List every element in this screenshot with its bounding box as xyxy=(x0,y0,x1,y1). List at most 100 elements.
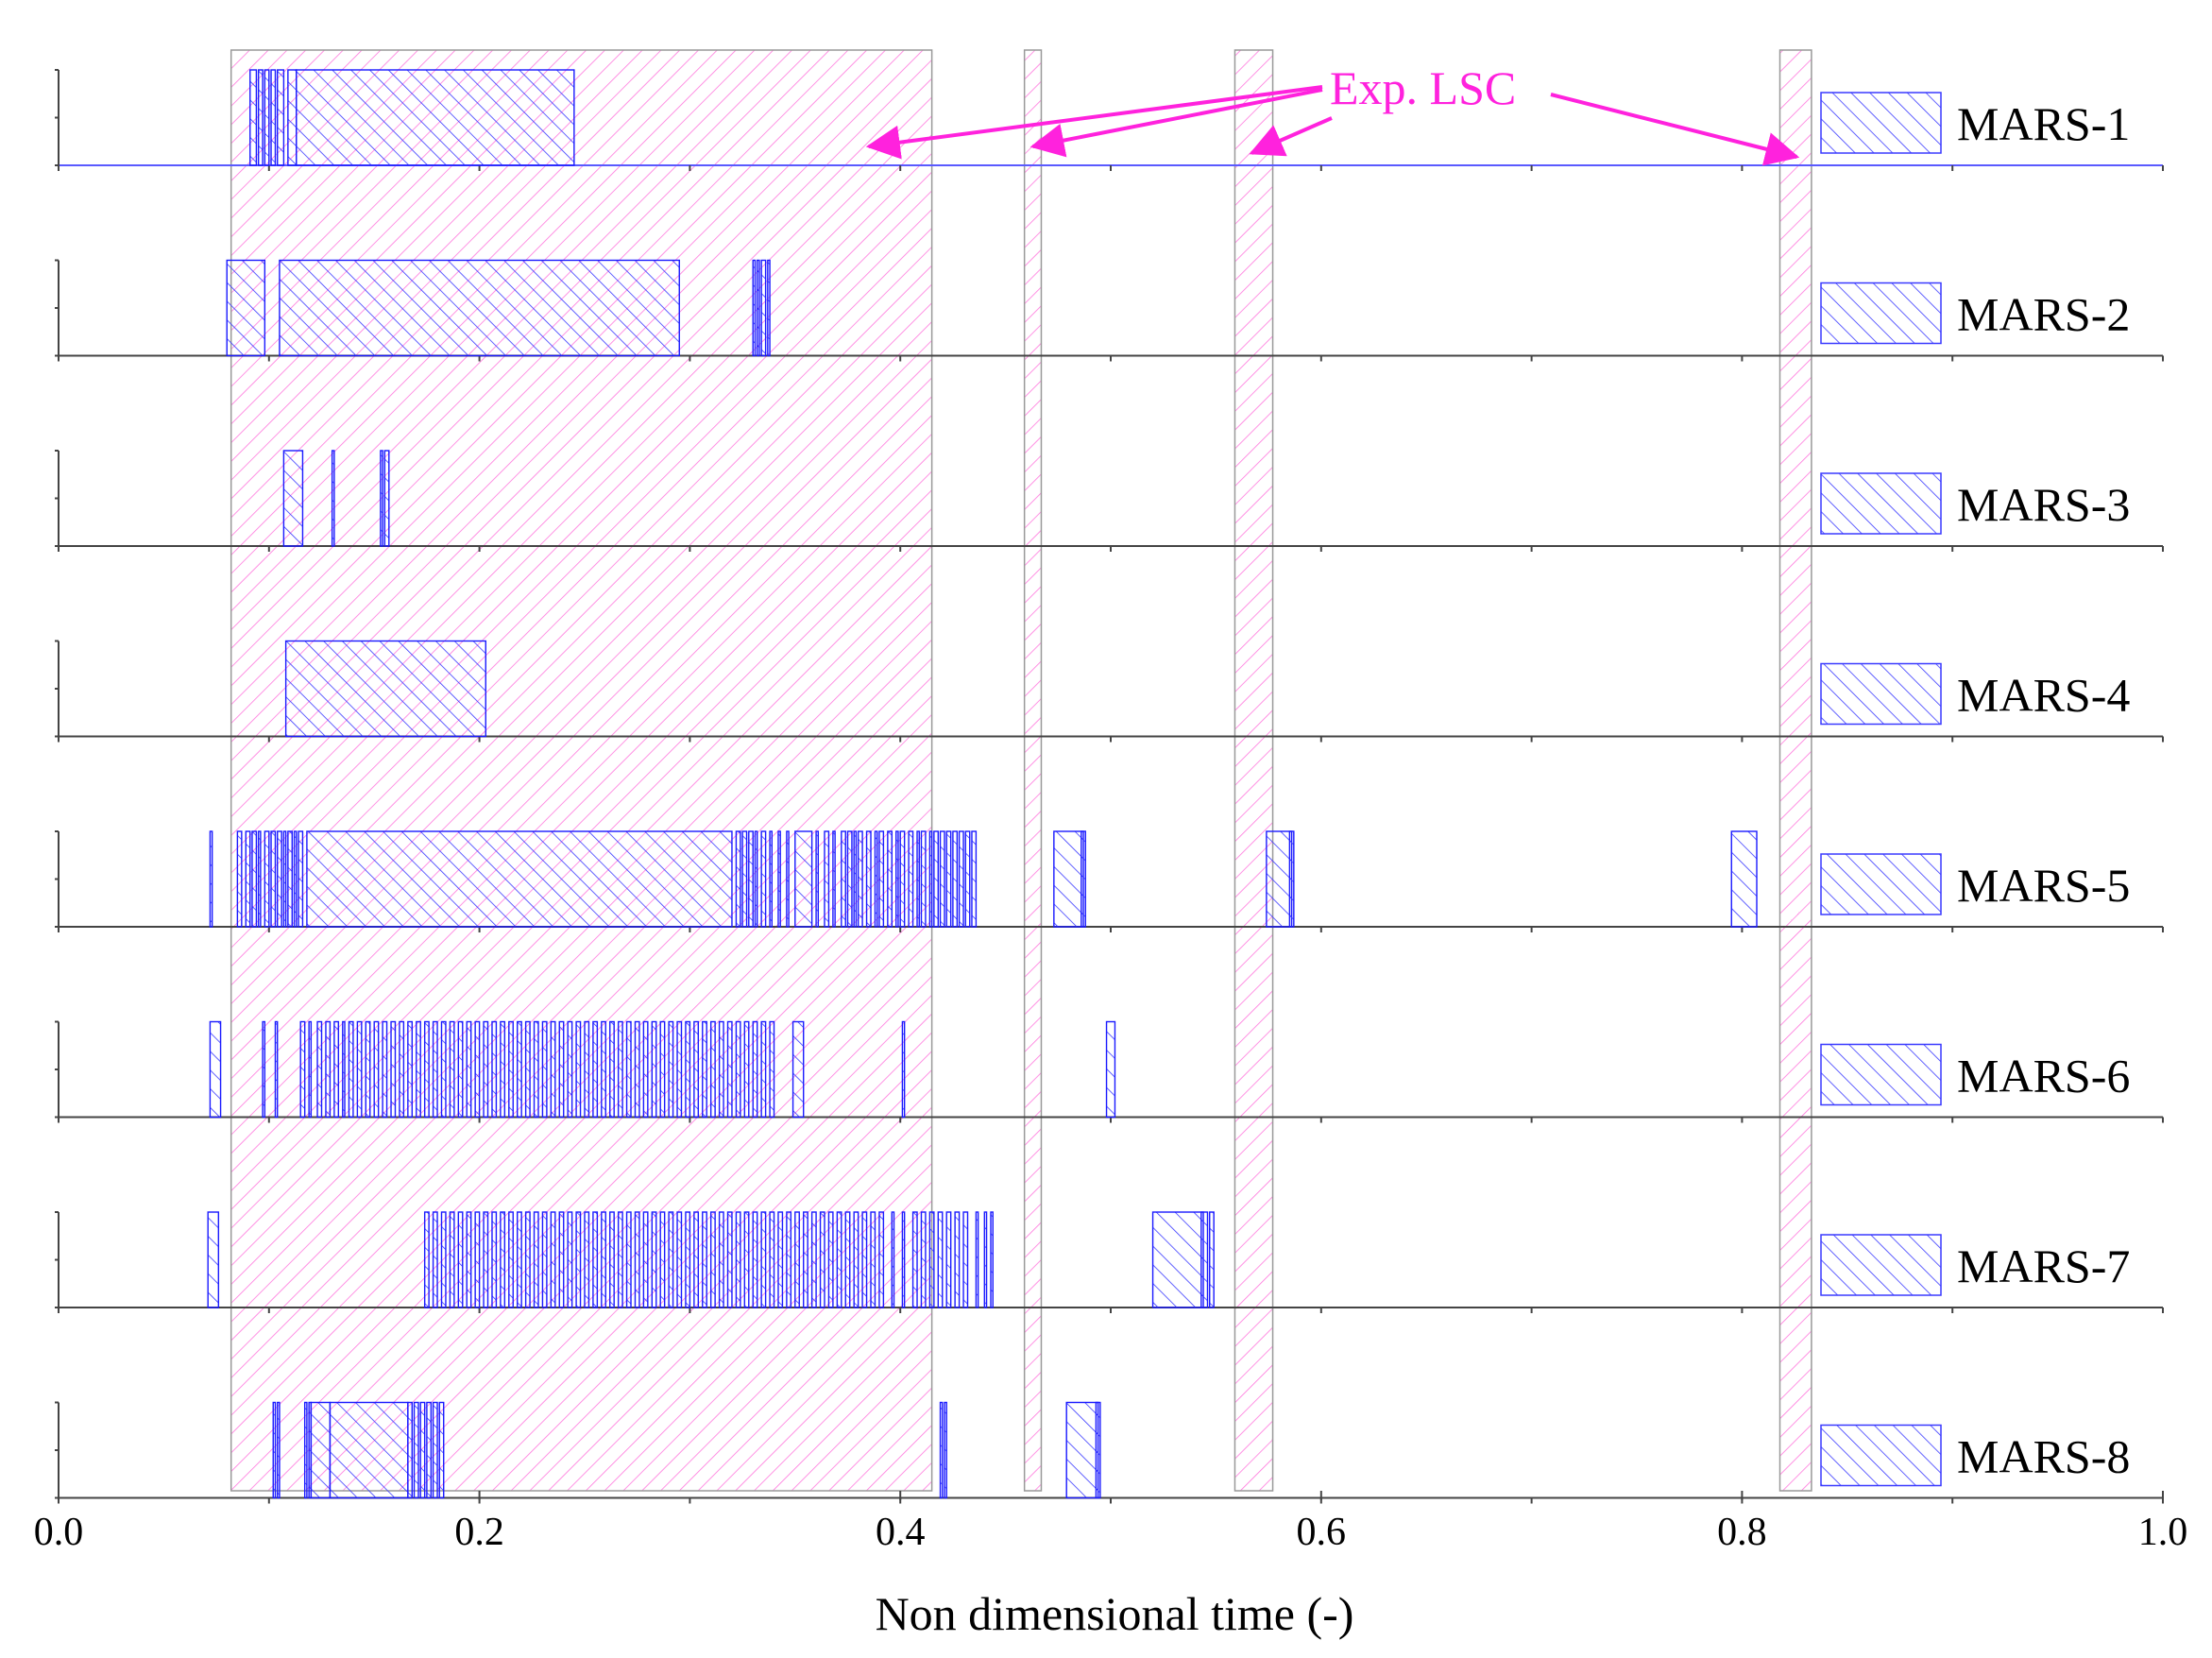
event-bar xyxy=(844,1211,851,1308)
event-bar xyxy=(413,1401,419,1499)
event-bar xyxy=(891,1211,895,1308)
event-bar xyxy=(383,450,390,547)
event-bar xyxy=(617,1020,623,1119)
event-bar xyxy=(432,1020,438,1119)
event-bar xyxy=(939,1401,944,1499)
event-bar xyxy=(419,1401,426,1499)
event-bar xyxy=(777,830,781,928)
event-bar xyxy=(524,1211,531,1308)
event-bar xyxy=(958,830,964,928)
event-bar xyxy=(423,1211,430,1308)
event-bar xyxy=(841,830,846,928)
event-bar xyxy=(257,830,262,928)
series-row-MARS-7: MARS-7 xyxy=(55,1211,2164,1313)
legend-swatch xyxy=(1820,1234,1942,1296)
event-bar xyxy=(933,830,940,928)
series-row-MARS-8: MARS-8 xyxy=(55,1401,2164,1504)
event-bar xyxy=(928,1211,935,1308)
event-bar xyxy=(810,1211,817,1308)
event-bar xyxy=(874,830,878,928)
event-bar xyxy=(457,1211,464,1308)
event-bar xyxy=(329,1401,409,1499)
event-bar xyxy=(756,259,760,357)
event-bar xyxy=(878,1211,885,1308)
x-tick-label: 0.6 xyxy=(1297,1511,1347,1554)
event-bar xyxy=(911,1211,918,1308)
event-bar xyxy=(726,1211,733,1308)
x-tick-label: 0.0 xyxy=(34,1511,84,1554)
x-tick-label: 0.4 xyxy=(876,1511,926,1554)
event-bar xyxy=(331,450,335,547)
event-bar xyxy=(483,1211,489,1308)
legend-label: MARS-5 xyxy=(1957,859,2130,912)
exp-lsc-region-3 xyxy=(1234,49,1274,1492)
event-bar xyxy=(380,450,383,547)
event-bar xyxy=(945,830,952,928)
event-bar xyxy=(895,830,899,928)
legend-label: MARS-8 xyxy=(1957,1430,2130,1483)
event-bar xyxy=(668,1020,674,1119)
event-bar xyxy=(558,1020,565,1119)
event-bar xyxy=(373,1020,380,1119)
event-bar xyxy=(251,830,258,928)
event-bar xyxy=(333,1020,340,1119)
exp-lsc-annotation: Exp. LSC xyxy=(1330,61,1516,114)
x-tick-label: 1.0 xyxy=(2138,1511,2188,1554)
event-bar xyxy=(857,830,863,928)
event-bar xyxy=(209,830,213,928)
event-bar xyxy=(249,69,258,166)
event-bar xyxy=(642,1020,649,1119)
event-bar xyxy=(466,1211,472,1308)
event-bar xyxy=(1200,1211,1209,1308)
series-row-MARS-1: MARS-1 xyxy=(55,69,2164,171)
event-bar xyxy=(541,1020,548,1119)
event-bar xyxy=(262,1020,266,1119)
event-bar xyxy=(500,1211,506,1308)
event-bar xyxy=(944,1401,947,1499)
event-bar xyxy=(1080,830,1086,928)
event-bar xyxy=(550,1211,556,1308)
event-bar xyxy=(270,830,277,928)
event-bar xyxy=(365,1020,371,1119)
event-bar xyxy=(592,1020,599,1119)
event-bar xyxy=(399,1020,405,1119)
series-row-MARS-5: MARS-5 xyxy=(55,830,2164,932)
event-bar xyxy=(952,830,959,928)
event-bar xyxy=(964,830,971,928)
event-bar xyxy=(209,1020,222,1119)
series-row-MARS-3: MARS-3 xyxy=(55,450,2164,552)
event-bar xyxy=(718,1020,724,1119)
event-bar xyxy=(794,830,813,928)
series-rows: MARS-1 MARS-2 MARS-3 MARS-4 MARS-5 MARS-6 MARS… xyxy=(55,69,2164,1504)
event-bar xyxy=(298,830,304,928)
event-bar xyxy=(920,830,927,928)
event-bar xyxy=(264,69,270,166)
event-bar xyxy=(407,1401,414,1499)
event-bar xyxy=(676,1020,683,1119)
event-bar xyxy=(426,1401,433,1499)
event-bar xyxy=(693,1211,700,1308)
event-bar xyxy=(908,830,914,928)
event-bar xyxy=(861,1211,868,1308)
event-bar xyxy=(423,1020,430,1119)
event-bar xyxy=(769,830,773,928)
legend-label: MARS-2 xyxy=(1957,288,2130,341)
event-bar xyxy=(245,830,251,928)
series-row-MARS-6: MARS-6 xyxy=(55,1020,2164,1123)
event-bar xyxy=(483,1020,489,1119)
event-bar xyxy=(865,830,872,928)
event-bar xyxy=(508,1020,514,1119)
event-bar xyxy=(296,69,575,166)
x-axis-label: Non dimensional time (-) xyxy=(876,1587,1354,1640)
event-bar xyxy=(382,1020,388,1119)
event-bar xyxy=(853,830,858,928)
event-bar xyxy=(533,1211,539,1308)
event-bar xyxy=(306,830,733,928)
event-bar xyxy=(277,830,282,928)
event-bar xyxy=(971,830,978,928)
event-bar xyxy=(1730,830,1758,928)
event-bar xyxy=(287,830,294,928)
event-bar xyxy=(575,1211,582,1308)
event-bar xyxy=(754,830,758,928)
event-bar xyxy=(609,1020,615,1119)
